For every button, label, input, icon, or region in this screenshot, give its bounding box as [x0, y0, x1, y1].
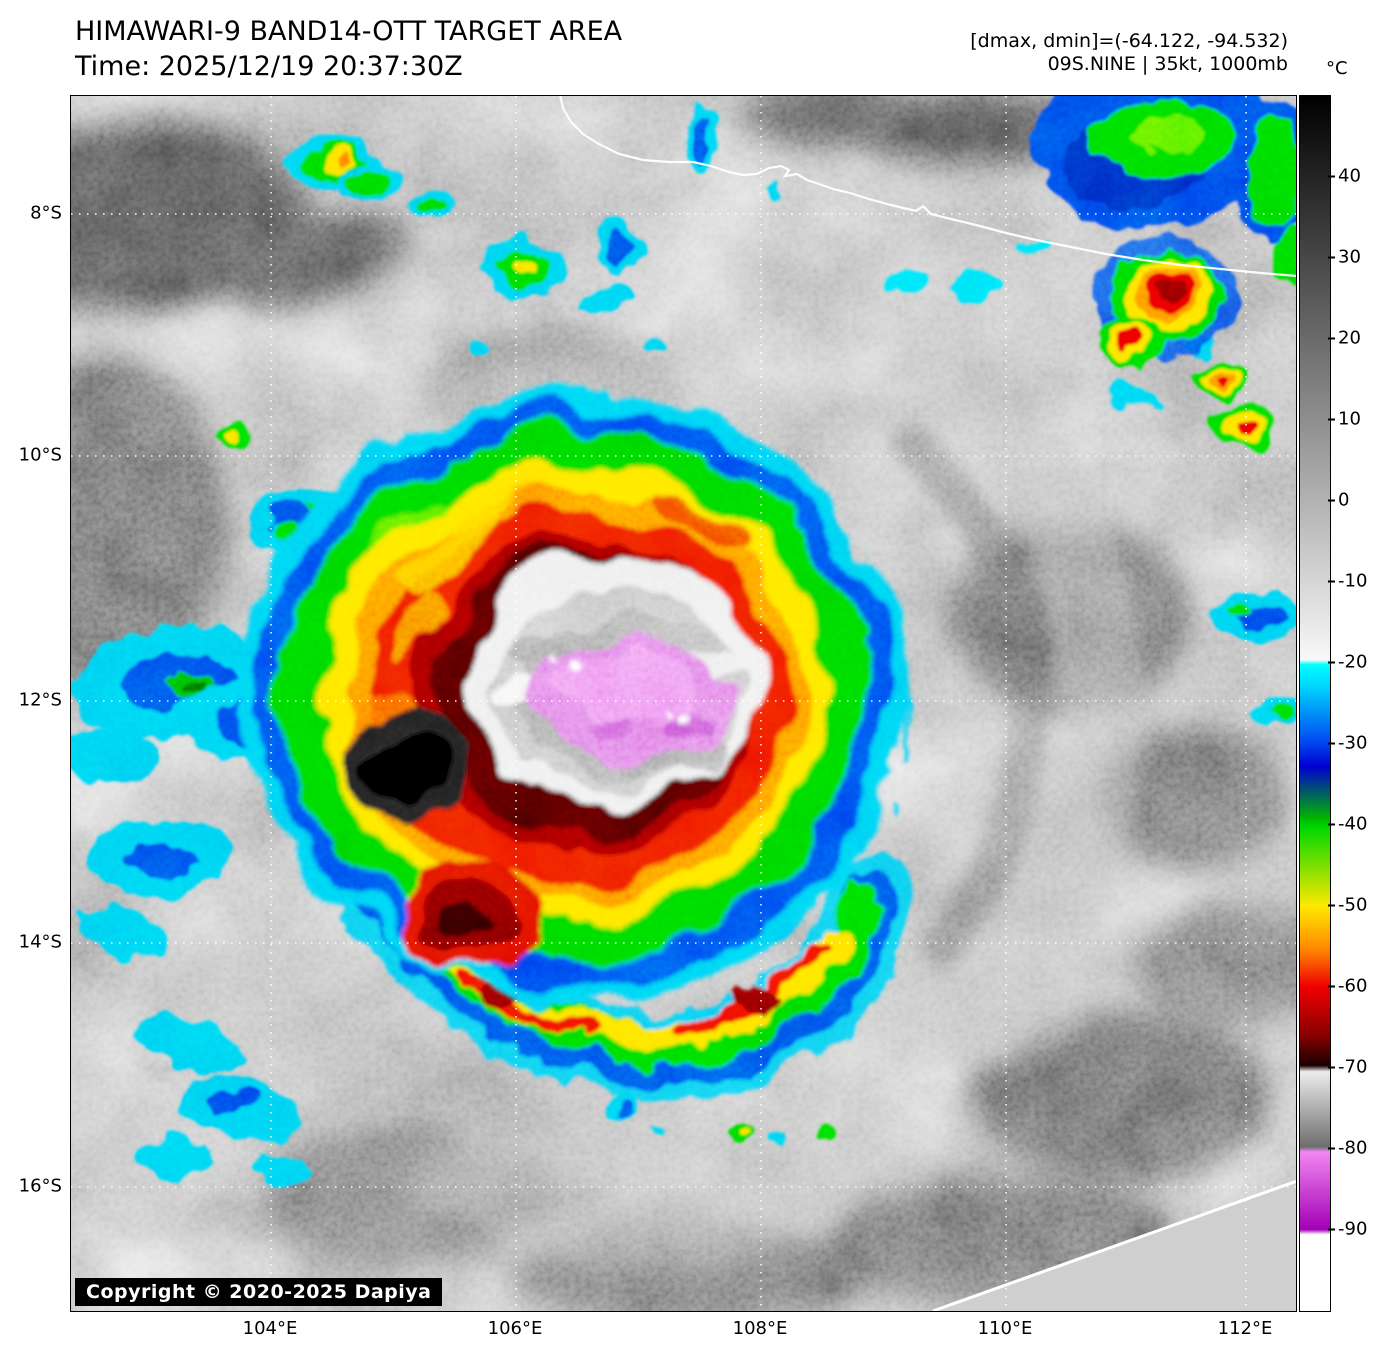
- temperature-colorbar: [1299, 95, 1331, 1312]
- header-right-info: [dmax, dmin]=(-64.122, -94.532) 09S.NINE…: [970, 30, 1288, 76]
- lat-label: 8°S: [30, 202, 62, 224]
- lon-label: 112°E: [1217, 1318, 1273, 1339]
- lat-label: 16°S: [18, 1175, 62, 1197]
- colorbar-tick: -90: [1327, 1218, 1368, 1240]
- page-title: HIMAWARI-9 BAND14-OTT TARGET AREA: [75, 16, 623, 47]
- lon-label: 106°E: [487, 1318, 543, 1339]
- lon-label: 110°E: [977, 1318, 1033, 1339]
- colorbar-tick: 20: [1328, 327, 1361, 349]
- lat-label: 12°S: [18, 689, 62, 711]
- coastline: [559, 96, 1296, 278]
- pixel-grain-overlay: [71, 96, 1296, 1311]
- colorbar-tick: -50: [1327, 894, 1368, 916]
- colorbar-tick: -40: [1327, 813, 1368, 835]
- copyright-badge: Copyright © 2020-2025 Dapiya: [75, 1278, 443, 1306]
- lat-label: 10°S: [18, 444, 62, 466]
- colorbar-tick: 10: [1328, 408, 1361, 430]
- colorbar-unit-label: °C: [1326, 58, 1348, 79]
- colorbar-tick: -30: [1327, 732, 1368, 754]
- scan-edge-wedge: [932, 1179, 1296, 1311]
- colorbar-tick: -20: [1327, 651, 1368, 673]
- timestamp: Time: 2025/12/19 20:37:30Z: [75, 51, 463, 82]
- lon-label: 104°E: [242, 1318, 298, 1339]
- map-panel: Copyright © 2020-2025 Dapiya: [70, 95, 1297, 1312]
- title-block: HIMAWARI-9 BAND14-OTT TARGET AREA Time: …: [75, 14, 622, 84]
- colorbar-tick: 40: [1328, 165, 1361, 187]
- dmax-dmin-readout: [dmax, dmin]=(-64.122, -94.532): [970, 30, 1288, 52]
- colorbar-tick: -80: [1327, 1137, 1368, 1159]
- satellite-ir-image: [71, 96, 1296, 1311]
- colorbar-tick: -70: [1327, 1056, 1368, 1078]
- colorbar-tick: 0: [1327, 489, 1350, 511]
- colorbar-tick: 30: [1328, 246, 1361, 268]
- colorbar-tick: -10: [1327, 570, 1368, 592]
- colorbar-tick: -60: [1327, 975, 1368, 997]
- lon-label: 108°E: [732, 1318, 788, 1339]
- storm-info: 09S.NINE | 35kt, 1000mb: [1047, 53, 1288, 75]
- lat-label: 14°S: [18, 931, 62, 953]
